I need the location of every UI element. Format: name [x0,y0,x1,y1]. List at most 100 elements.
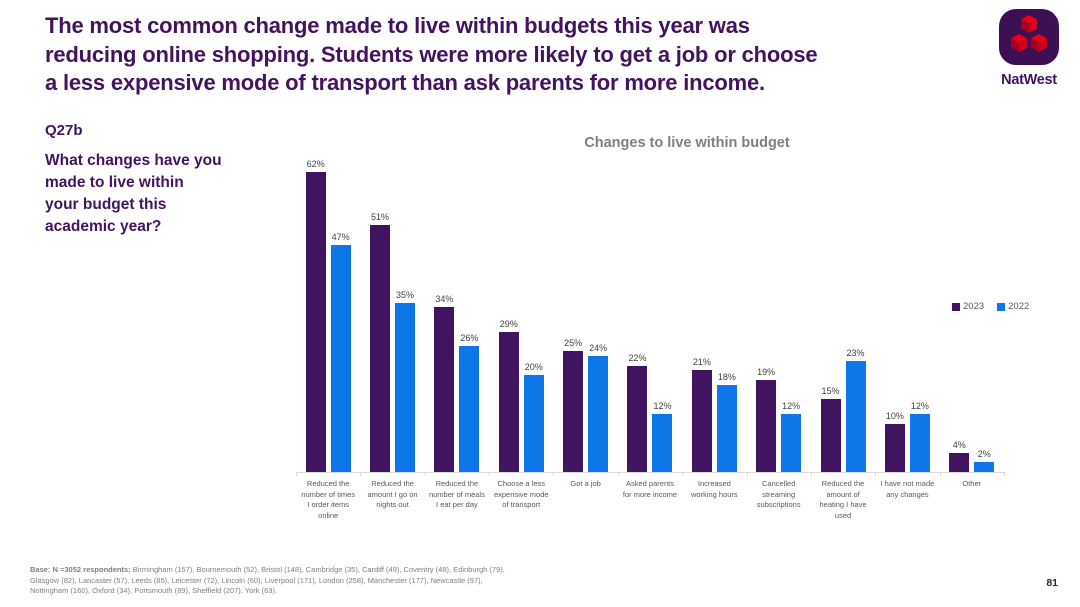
bar-value-label: 26% [460,333,479,344]
bar-value-label: 15% [821,386,840,397]
legend-label-2023: 2023 [963,301,985,312]
bar-group-2023: 62% [305,158,326,472]
bar-group-2023: 4% [949,439,970,472]
bar-2022-7 [716,384,737,472]
bar-2022-3 [459,346,480,472]
bar-group-2022: 26% [459,333,480,472]
axis-tick [360,472,362,476]
bar-value-label: 62% [306,158,325,169]
bar-2022-4 [523,375,544,472]
legend-item-2023: 2023 [952,301,984,312]
bar-value-label: 10% [885,410,904,421]
category-group-10: 10% 12% [875,150,939,472]
x-axis-label-5: Got a job [570,479,601,488]
bar-group-2022: 2% [974,449,995,472]
bar-group-2022: 24% [588,342,609,472]
bar-group-2023: 21% [691,357,712,472]
bar-value-label: 12% [910,400,929,411]
question-text-line: made to live within [45,174,184,191]
bar-value-label: 29% [499,318,518,329]
natwest-wordmark: NatWest [1001,72,1057,88]
page-number: 81 [1046,577,1058,589]
axis-tick [553,472,555,476]
bar-value-label: 19% [757,367,776,378]
category-group-2: 51% 35% [360,150,424,472]
category-group-11: 4% 2% [940,150,1004,472]
bar-2023-11 [949,452,970,472]
bar-group-2022: 12% [652,401,673,472]
bar-value-label: 24% [589,342,608,353]
axis-tick [939,472,941,476]
bar-group-2023: 51% [370,212,391,472]
category-group-7: 21% 18% [682,150,746,472]
base-note-bold: Base: N =3052 respondents; [30,565,131,574]
bar-value-label: 4% [952,439,966,450]
category-group-5: 25% 24% [553,150,617,472]
x-axis-label-3: Reduced the number of meals I eat per da… [428,479,485,509]
bar-2023-5 [563,351,584,472]
bar-group-2022: 18% [716,371,737,472]
question-text-line: academic year? [45,218,162,235]
bar-value-label: 18% [717,371,736,382]
bar-group-2023: 29% [498,318,519,472]
bar-2022-9 [845,360,866,472]
category-group-8: 19% 12% [747,150,811,472]
category-group-1: 62% 47% [296,150,360,472]
bar-value-label: 22% [628,352,647,363]
base-note-line-2: Glasgow (82), Lancaster (57), Leeds (85)… [30,575,483,585]
bar-group-2023: 10% [884,410,905,472]
bar-2022-2 [395,302,416,472]
legend-label-2022: 2022 [1008,301,1030,312]
bar-2023-1 [305,171,326,472]
bar-2023-6 [627,365,648,472]
question-code: Q27b [45,122,83,139]
base-note-rest: Birmingham (157), Bournemouth (52), Bris… [130,565,505,574]
bar-2022-1 [330,244,351,472]
bar-2023-4 [498,331,519,472]
chart-title: Changes to live within budget [584,135,790,151]
natwest-logo: NatWest [986,8,1072,88]
bar-value-label: 23% [846,347,865,358]
bar-value-label: 20% [524,362,543,373]
bar-2022-6 [652,413,673,472]
bar-value-label: 12% [782,400,801,411]
bar-value-label: 21% [692,357,711,368]
legend-item-2022: 2022 [997,301,1029,312]
category-group-3: 34% 26% [425,150,489,472]
axis-tick [296,472,297,476]
chart-legend: 2023 2022 [952,301,1029,312]
slide-title: The most common change made to live with… [45,12,985,98]
bar-2023-7 [691,370,712,472]
question-text-line: What changes have you [45,152,222,169]
natwest-cubes-icon [998,9,1060,70]
x-axis-label-2: Reduced the amount I go on nights out [367,479,418,509]
question-block: Q27b What changes have you made to live … [45,122,250,238]
axis-tick [1004,472,1005,476]
axis-tick [746,472,748,476]
bar-group-2023: 19% [756,367,777,472]
x-axis-label-10: I have not made any changes [880,479,935,499]
x-axis-label-11: Other [962,479,982,488]
category-group-9: 15% 23% [811,150,875,472]
bar-2022-8 [781,413,802,472]
axis-tick [875,472,877,476]
axis-tick [617,472,619,476]
bar-group-2023: 15% [820,386,841,472]
x-axis-label-1: Reduced the number of times I order item… [301,479,356,520]
legend-swatch-2023 [952,302,960,311]
bar-group-2022: 20% [523,362,544,472]
bar-2023-2 [370,225,391,472]
bar-2022-11 [974,462,995,472]
axis-tick [489,472,491,476]
x-axis-label-9: Reduced the amount of heating I have use… [819,479,867,520]
question-text-line: your budget this [45,196,167,213]
slide-title-line-1: The most common change made to live with… [45,13,750,38]
bar-value-label: 47% [331,231,350,242]
bar-value-label: 25% [564,338,583,348]
bar-group-2022: 23% [845,347,866,472]
bar-2022-10 [909,413,930,472]
bar-group-2022: 12% [909,400,930,472]
bar-value-label: 2% [977,449,991,460]
legend-swatch-2022 [997,302,1006,311]
